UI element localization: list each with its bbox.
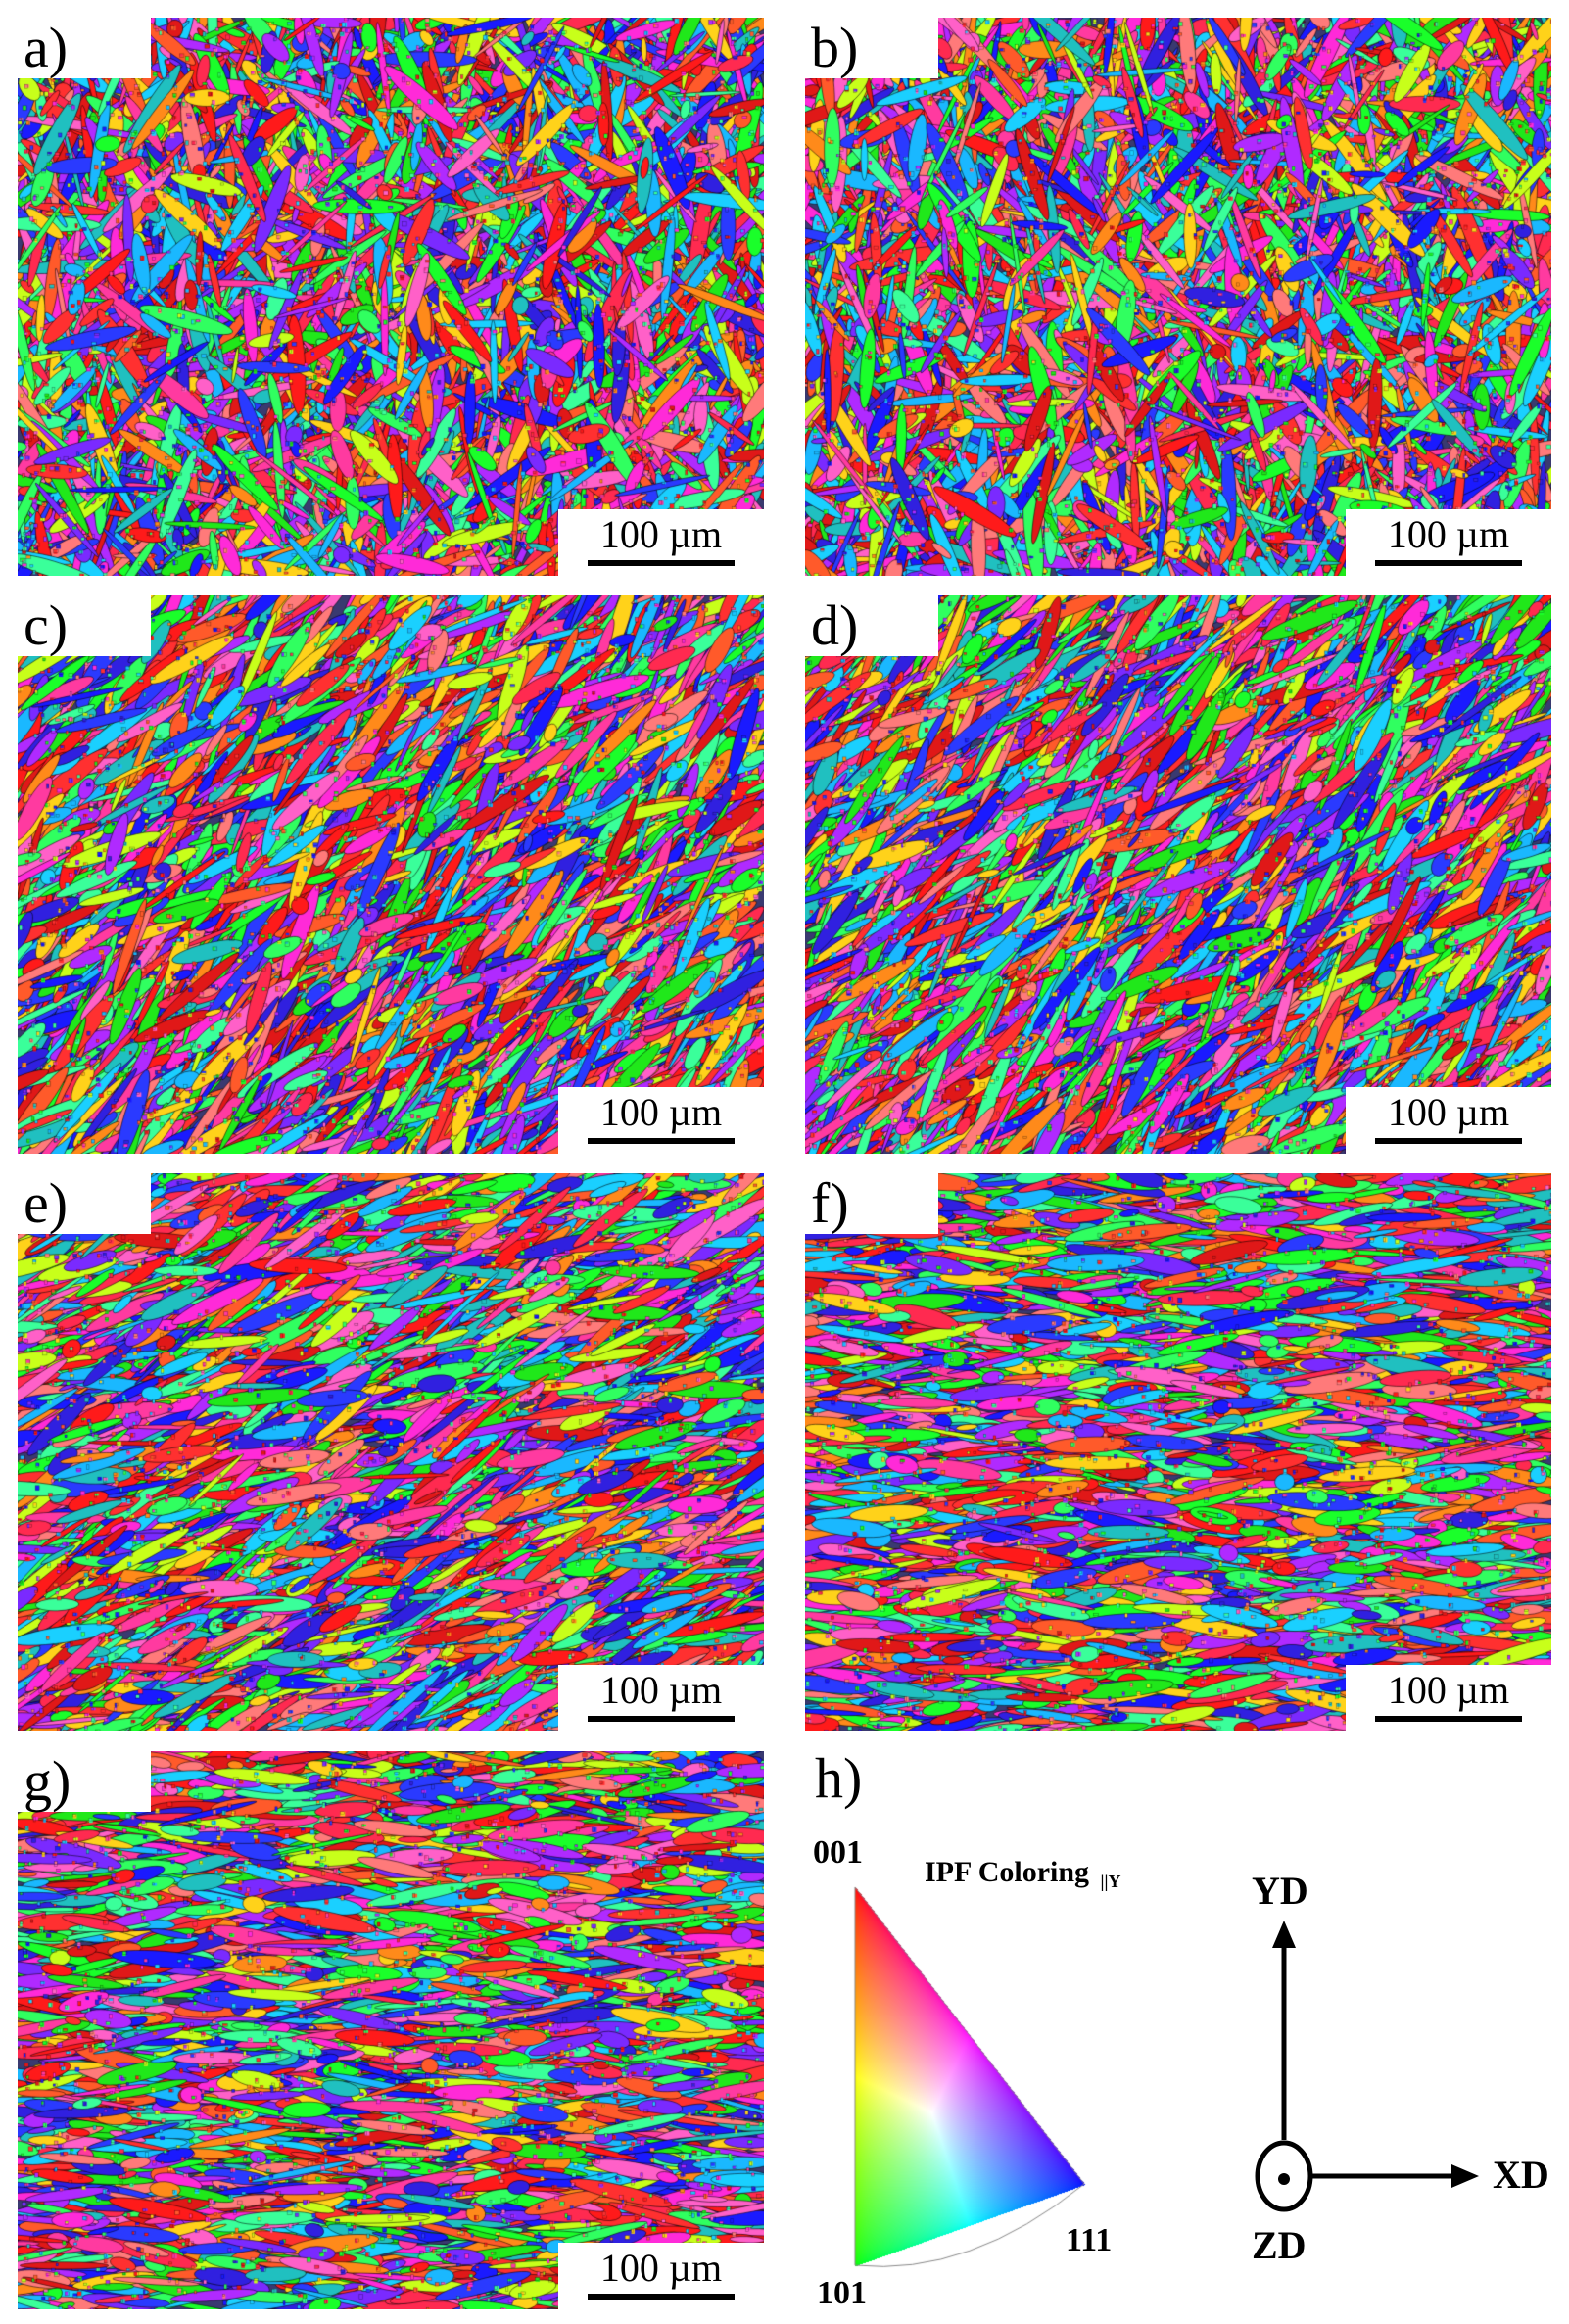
- ebsd-map-a: a) 100 µm: [18, 18, 764, 576]
- scale-bar: 100 µm: [558, 509, 764, 576]
- scale-bar-line: [1375, 1716, 1522, 1722]
- scale-label: 100 µm: [599, 1668, 723, 1712]
- scale-bar: 100 µm: [1346, 1665, 1551, 1731]
- legend-title: IPF Coloring ||Y: [925, 1856, 1120, 1892]
- zd-dot: [1278, 2173, 1290, 2185]
- ebsd-map-d: d) 100 µm: [805, 595, 1551, 1154]
- ipf-map-image: [18, 1751, 764, 2309]
- ipf-map-image: [18, 595, 764, 1154]
- scale-bar: 100 µm: [558, 1665, 764, 1731]
- panel-label: f): [805, 1173, 938, 1234]
- ipf-color-triangle: [853, 1885, 1088, 2277]
- ipf-map-image: [805, 595, 1551, 1154]
- ipf-legend-panel: h) 001 IPF Coloring ||Y 101 111 YD XD ZD: [809, 1748, 1569, 2324]
- panel-label: a): [18, 18, 151, 78]
- scale-label: 100 µm: [599, 512, 723, 556]
- scale-label: 100 µm: [1387, 1090, 1510, 1134]
- scale-bar: 100 µm: [558, 1087, 764, 1154]
- ebsd-map-c: c) 100 µm: [18, 595, 764, 1154]
- corner-label-111: 111: [1066, 2222, 1113, 2258]
- corner-label-101: 101: [817, 2275, 867, 2311]
- legend-title-text: IPF Coloring: [925, 1856, 1090, 1888]
- scale-label: 100 µm: [599, 2246, 723, 2290]
- ebsd-map-f: f) 100 µm: [805, 1173, 1551, 1731]
- ipf-map-image: [805, 1173, 1551, 1731]
- legend-title-suffix: ||Y: [1100, 1872, 1121, 1891]
- ipf-map-image: [805, 18, 1551, 576]
- xd-label: XD: [1493, 2153, 1549, 2197]
- scale-bar-line: [588, 1716, 735, 1722]
- panel-label: d): [805, 595, 938, 656]
- scale-bar-line: [588, 560, 735, 566]
- ipf-map-image: [18, 18, 764, 576]
- ebsd-map-g: g) 100 µm: [18, 1751, 764, 2309]
- scale-bar: 100 µm: [1346, 1087, 1551, 1154]
- scale-bar-line: [588, 1138, 735, 1144]
- ebsd-map-e: e) 100 µm: [18, 1173, 764, 1731]
- yd-label: YD: [1252, 1869, 1308, 1913]
- zd-label: ZD: [1252, 2223, 1307, 2267]
- scale-label: 100 µm: [1387, 512, 1510, 556]
- scale-bar-line: [588, 2294, 735, 2300]
- scale-bar: 100 µm: [558, 2243, 764, 2309]
- panel-label: g): [18, 1751, 151, 1812]
- scale-bar: 100 µm: [1346, 509, 1551, 576]
- ipf-map-image: [18, 1173, 764, 1731]
- xd-arrowhead-icon: [1451, 2164, 1479, 2188]
- panel-label: e): [18, 1173, 151, 1234]
- panel-label: c): [18, 595, 151, 656]
- ebsd-map-b: b) 100 µm: [805, 18, 1551, 576]
- scale-label: 100 µm: [599, 1090, 723, 1134]
- yd-arrowhead-icon: [1272, 1921, 1296, 1948]
- panel-label: h): [815, 1746, 863, 1810]
- scale-bar-line: [1375, 1138, 1522, 1144]
- panel-label: b): [805, 18, 938, 78]
- scale-bar-line: [1375, 560, 1522, 566]
- scale-label: 100 µm: [1387, 1668, 1510, 1712]
- axes-diagram: [1255, 1921, 1479, 2212]
- corner-label-001: 001: [813, 1834, 863, 1871]
